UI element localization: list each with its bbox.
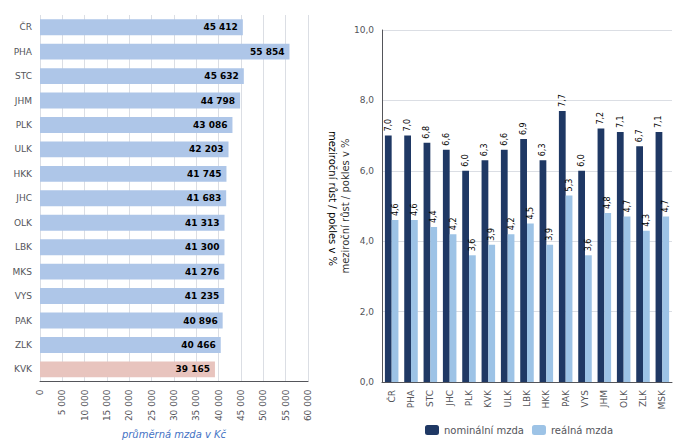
svg-text:ZLK: ZLK (638, 389, 648, 407)
svg-text:6,3: 6,3 (538, 144, 547, 157)
svg-text:meziroční růst / pokles v %: meziroční růst / pokles v % (327, 131, 338, 266)
svg-text:HKK: HKK (13, 169, 33, 179)
svg-text:3,6: 3,6 (468, 239, 477, 252)
svg-text:3,9: 3,9 (545, 228, 554, 241)
svg-text:4,2: 4,2 (507, 217, 516, 230)
svg-text:42 203: 42 203 (189, 144, 223, 154)
svg-text:8,0: 8,0 (360, 95, 375, 105)
svg-text:STC: STC (15, 71, 32, 81)
svg-text:PAK: PAK (15, 316, 33, 326)
svg-text:41 300: 41 300 (185, 242, 219, 252)
svg-text:0: 0 (35, 389, 45, 395)
svg-text:39 165: 39 165 (175, 364, 209, 374)
svg-text:OLK: OLK (14, 218, 33, 228)
svg-text:LBK: LBK (522, 389, 532, 407)
svg-text:6,6: 6,6 (500, 133, 509, 146)
svg-text:7,1: 7,1 (616, 115, 625, 128)
svg-text:7,0: 7,0 (384, 119, 393, 132)
svg-text:ULK: ULK (503, 389, 513, 408)
svg-text:45 000: 45 000 (236, 389, 246, 421)
svg-text:6,6: 6,6 (442, 133, 451, 146)
svg-text:MKS: MKS (13, 267, 33, 277)
svg-text:ULK: ULK (14, 144, 33, 154)
svg-text:50 000: 50 000 (258, 389, 268, 421)
svg-text:6,8: 6,8 (422, 126, 431, 139)
svg-text:4,3: 4,3 (642, 214, 651, 227)
svg-text:4,0: 4,0 (360, 236, 375, 246)
svg-text:25 000: 25 000 (147, 389, 157, 421)
svg-text:4,2: 4,2 (449, 217, 458, 230)
svg-text:41 745: 41 745 (187, 169, 221, 179)
svg-text:JHM: JHM (599, 390, 609, 408)
svg-text:15 000: 15 000 (102, 389, 112, 421)
svg-text:43 086: 43 086 (193, 120, 227, 130)
svg-text:20 000: 20 000 (124, 389, 134, 421)
svg-text:41 313: 41 313 (185, 218, 219, 228)
svg-text:4,4: 4,4 (429, 210, 438, 223)
svg-text:STC: STC (425, 390, 435, 407)
svg-text:7,0: 7,0 (403, 119, 412, 132)
svg-text:JHC: JHC (445, 390, 455, 407)
svg-text:reálná mzda: reálná mzda (551, 425, 613, 436)
svg-text:40 466: 40 466 (181, 340, 215, 350)
svg-text:6,3: 6,3 (480, 144, 489, 157)
svg-text:ZLK: ZLK (15, 340, 33, 350)
svg-text:3,9: 3,9 (487, 228, 496, 241)
svg-text:JHC: JHC (15, 193, 32, 203)
svg-text:30 000: 30 000 (169, 389, 179, 421)
svg-text:MSK: MSK (657, 389, 667, 409)
svg-text:4,7: 4,7 (661, 200, 670, 213)
svg-text:PAK: PAK (561, 389, 571, 407)
svg-text:4,5: 4,5 (526, 207, 535, 220)
svg-text:45 412: 45 412 (203, 22, 237, 32)
svg-text:41 276: 41 276 (185, 267, 219, 277)
svg-text:JHM: JHM (14, 96, 32, 106)
svg-text:44 798: 44 798 (201, 96, 235, 106)
svg-text:VYS: VYS (15, 291, 33, 301)
svg-text:PLK: PLK (464, 389, 474, 406)
svg-text:3,6: 3,6 (584, 239, 593, 252)
svg-text:ČR: ČR (19, 21, 32, 32)
svg-text:4,7: 4,7 (623, 200, 632, 213)
svg-text:PHA: PHA (406, 389, 416, 408)
svg-text:2,0: 2,0 (360, 307, 375, 317)
svg-text:10 000: 10 000 (80, 389, 90, 421)
svg-text:4,6: 4,6 (391, 203, 400, 216)
svg-text:6,0: 6,0 (360, 166, 375, 176)
svg-text:6,0: 6,0 (577, 154, 586, 167)
svg-text:4,8: 4,8 (603, 196, 612, 209)
svg-text:41 683: 41 683 (187, 193, 221, 203)
svg-text:55 000: 55 000 (281, 389, 291, 421)
svg-text:LBK: LBK (15, 242, 33, 252)
svg-text:PLK: PLK (16, 120, 33, 130)
svg-text:35 000: 35 000 (191, 389, 201, 421)
svg-text:10,0: 10,0 (354, 25, 374, 35)
svg-text:45 632: 45 632 (204, 71, 238, 81)
svg-text:PHA: PHA (14, 47, 33, 57)
svg-text:7,7: 7,7 (558, 94, 567, 107)
svg-text:40 000: 40 000 (214, 389, 224, 421)
svg-text:KVK: KVK (483, 389, 493, 408)
svg-text:41 235: 41 235 (185, 291, 219, 301)
svg-text:7,2: 7,2 (596, 112, 605, 125)
svg-text:KVK: KVK (14, 364, 33, 374)
svg-text:5,3: 5,3 (565, 179, 574, 192)
svg-text:40 896: 40 896 (183, 316, 217, 326)
svg-text:55 854: 55 854 (250, 47, 284, 57)
svg-text:VYS: VYS (580, 390, 590, 408)
svg-text:6,7: 6,7 (635, 129, 644, 142)
svg-text:meziroční růst / pokles v %: meziroční růst / pokles v % (340, 138, 351, 273)
svg-text:6,0: 6,0 (461, 154, 470, 167)
svg-text:0,0: 0,0 (360, 377, 375, 387)
svg-text:5 000: 5 000 (57, 389, 67, 415)
svg-text:4,6: 4,6 (410, 203, 419, 216)
svg-text:60 000: 60 000 (303, 389, 313, 421)
svg-text:HKK: HKK (541, 389, 551, 409)
svg-text:OLK: OLK (619, 389, 629, 408)
svg-text:průměrná mzda v Kč: průměrná mzda v Kč (121, 429, 227, 440)
svg-text:ČR: ČR (386, 390, 397, 403)
svg-text:6,9: 6,9 (519, 122, 528, 135)
svg-text:7,1: 7,1 (654, 115, 663, 128)
svg-text:nominální mzda: nominální mzda (444, 425, 524, 436)
